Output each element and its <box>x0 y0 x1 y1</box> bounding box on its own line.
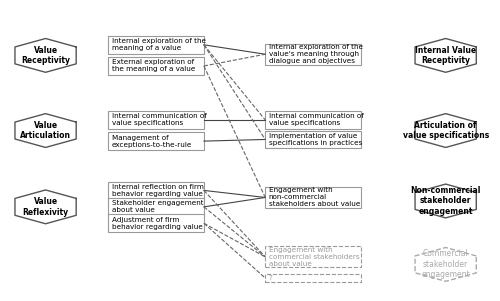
FancyBboxPatch shape <box>266 187 361 208</box>
Text: External exploration of
the meaning of a value: External exploration of the meaning of a… <box>112 60 195 73</box>
Text: Internal exploration of the
meaning of a value: Internal exploration of the meaning of a… <box>112 38 206 51</box>
Text: Engagement with
commercial stakeholders
about value: Engagement with commercial stakeholders … <box>268 247 360 267</box>
Text: Non-commercial
stakeholder
engagement: Non-commercial stakeholder engagement <box>410 186 481 216</box>
Text: Value
Articulation: Value Articulation <box>20 121 71 140</box>
FancyBboxPatch shape <box>108 111 204 129</box>
Text: ?: ? <box>268 275 272 281</box>
Text: Engagement with
non-commercial
stakeholders about value: Engagement with non-commercial stakehold… <box>268 188 360 207</box>
Text: Management of
exceptions-to-the-rule: Management of exceptions-to-the-rule <box>112 135 192 147</box>
Text: Value
Receptivity: Value Receptivity <box>21 46 70 65</box>
FancyBboxPatch shape <box>108 198 204 216</box>
FancyBboxPatch shape <box>266 44 361 65</box>
Text: Commercial
stakeholder
engagement: Commercial stakeholder engagement <box>422 250 470 279</box>
Text: Implementation of value
specifications in practices: Implementation of value specifications i… <box>268 133 362 146</box>
FancyBboxPatch shape <box>108 182 204 199</box>
FancyBboxPatch shape <box>108 57 204 75</box>
Text: Internal Value
Receptivity: Internal Value Receptivity <box>415 46 476 65</box>
Text: Adjustment of firm
behavior regarding value: Adjustment of firm behavior regarding va… <box>112 217 202 230</box>
Text: Stakeholder engagement
about value: Stakeholder engagement about value <box>112 200 203 213</box>
Text: Value
Reflexivity: Value Reflexivity <box>22 197 68 216</box>
FancyBboxPatch shape <box>266 274 361 282</box>
Text: Internal communication of
value specifications: Internal communication of value specific… <box>268 113 364 126</box>
FancyBboxPatch shape <box>108 36 204 54</box>
Text: Internal reflection on firm
behavior regarding value: Internal reflection on firm behavior reg… <box>112 184 204 197</box>
Text: Internal communication of
value specifications: Internal communication of value specific… <box>112 113 206 126</box>
FancyBboxPatch shape <box>266 246 361 268</box>
Text: Internal exploration of the
value's meaning through
dialogue and objectives: Internal exploration of the value's mean… <box>268 44 362 64</box>
FancyBboxPatch shape <box>108 132 204 150</box>
FancyBboxPatch shape <box>266 131 361 148</box>
FancyBboxPatch shape <box>266 111 361 129</box>
FancyBboxPatch shape <box>108 215 204 232</box>
Text: Articulation of
value specifications: Articulation of value specifications <box>402 121 489 140</box>
